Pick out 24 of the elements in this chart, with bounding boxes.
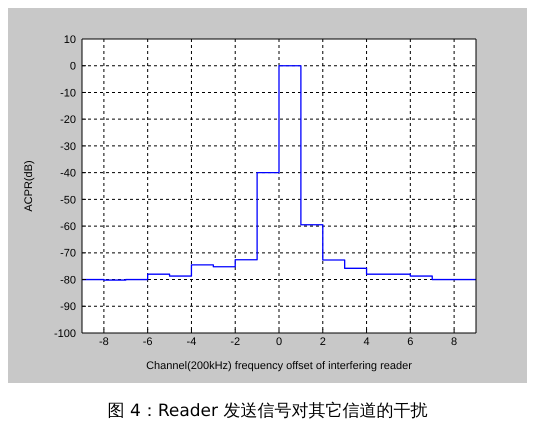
y-tick-label: -40 — [60, 168, 76, 180]
x-tick-label: -6 — [142, 336, 153, 348]
x-tick-label: 8 — [451, 336, 458, 348]
y-tick-label: -10 — [60, 87, 76, 100]
y-tick-label: -60 — [60, 220, 76, 233]
y-tick-label: -100 — [54, 328, 76, 340]
y-tick-label: -80 — [60, 274, 76, 286]
y-tick-label: -50 — [60, 194, 76, 206]
y-tick-label: 0 — [70, 60, 76, 73]
x-tick-label: 6 — [407, 336, 414, 348]
x-tick-label: -8 — [99, 336, 109, 348]
x-tick-label: -2 — [230, 336, 240, 348]
y-tick-label: -30 — [60, 140, 76, 153]
y-tick-label: 10 — [64, 34, 76, 46]
y-tick-label: -20 — [60, 114, 76, 126]
y-tick-label: -90 — [60, 301, 76, 314]
x-tick-label: -4 — [186, 336, 196, 348]
x-axis-title: Channel(200kHz) frequency offset of interfering reader — [146, 360, 412, 372]
x-tick-label: 2 — [320, 336, 326, 348]
y-axis-title: ACPR(dB) — [22, 160, 35, 212]
x-tick-label: 0 — [276, 336, 282, 348]
text: 图 4：Reader 发送信号对其它信道的干扰 — [106, 400, 428, 422]
y-tick-label: -70 — [60, 248, 76, 260]
x-tick-label: 4 — [363, 336, 370, 348]
